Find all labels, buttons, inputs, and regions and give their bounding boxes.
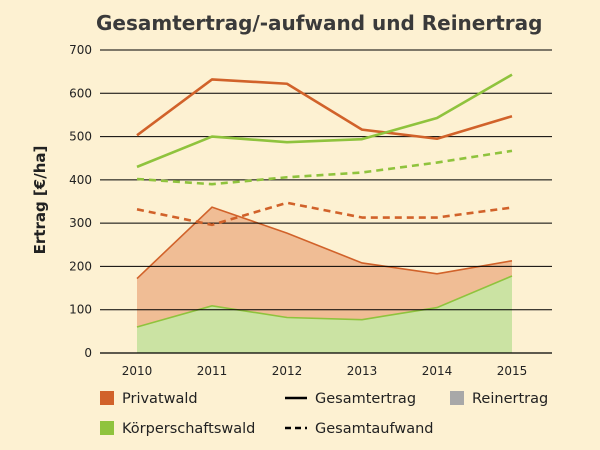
x-tick-label: 2011 — [197, 364, 228, 378]
legend-reinertrag-label: Reinertrag — [472, 391, 548, 407]
legend-privatwald-swatch — [100, 391, 114, 405]
legend-k-rperschaftswald-swatch — [100, 421, 114, 435]
y-tick-label: 0 — [84, 346, 92, 360]
legend: Privatwald Gesamtertrag Reinertrag Körpersc… — [100, 391, 548, 437]
y-ticks: 0 100 200 300 400 500 600 700 — [69, 43, 92, 360]
privatwald-reinertrag-edge — [136, 206, 513, 280]
x-tick-label: 2014 — [422, 364, 453, 378]
y-axis-label: Ertrag [€/ha] — [31, 146, 49, 255]
legend-reinertrag-swatch — [450, 391, 464, 405]
legend-privatwald-label: Privatwald — [122, 391, 198, 407]
koerperschaftswald-reinertrag-area — [137, 275, 512, 353]
series-lines — [136, 73, 513, 227]
k-rperschaftswald-gesamtaufwand-line — [136, 149, 513, 186]
k-rperschaftswald-gesamtertrag-line — [136, 73, 513, 169]
x-tick-label: 2013 — [347, 364, 378, 378]
legend-k-rperschaftswald-label: Körperschaftswald — [122, 421, 255, 437]
privatwald-gesamtaufwand-line — [136, 201, 513, 227]
legend-gesamtaufwand-label: Gesamtaufwand — [315, 421, 433, 437]
privatwald-gesamtertrag-line — [136, 78, 513, 141]
legend-gesamtertrag-label: Gesamtertrag — [315, 391, 416, 407]
grid-lines — [100, 49, 552, 354]
y-tick-label: 600 — [69, 86, 92, 100]
x-tick-label: 2012 — [272, 364, 303, 378]
chart-title: Gesamtertrag/-aufwand und Reinertrag — [96, 11, 542, 35]
x-tick-label: 2015 — [497, 364, 528, 378]
y-tick-label: 700 — [69, 43, 92, 57]
y-tick-label: 300 — [69, 216, 92, 230]
x-ticks: 2010 2011 2012 2013 2014 2015 — [122, 364, 528, 378]
y-tick-label: 500 — [69, 130, 92, 144]
y-tick-label: 100 — [69, 303, 92, 317]
y-tick-label: 200 — [69, 259, 92, 273]
y-tick-label: 400 — [69, 173, 92, 187]
x-tick-label: 2010 — [122, 364, 153, 378]
